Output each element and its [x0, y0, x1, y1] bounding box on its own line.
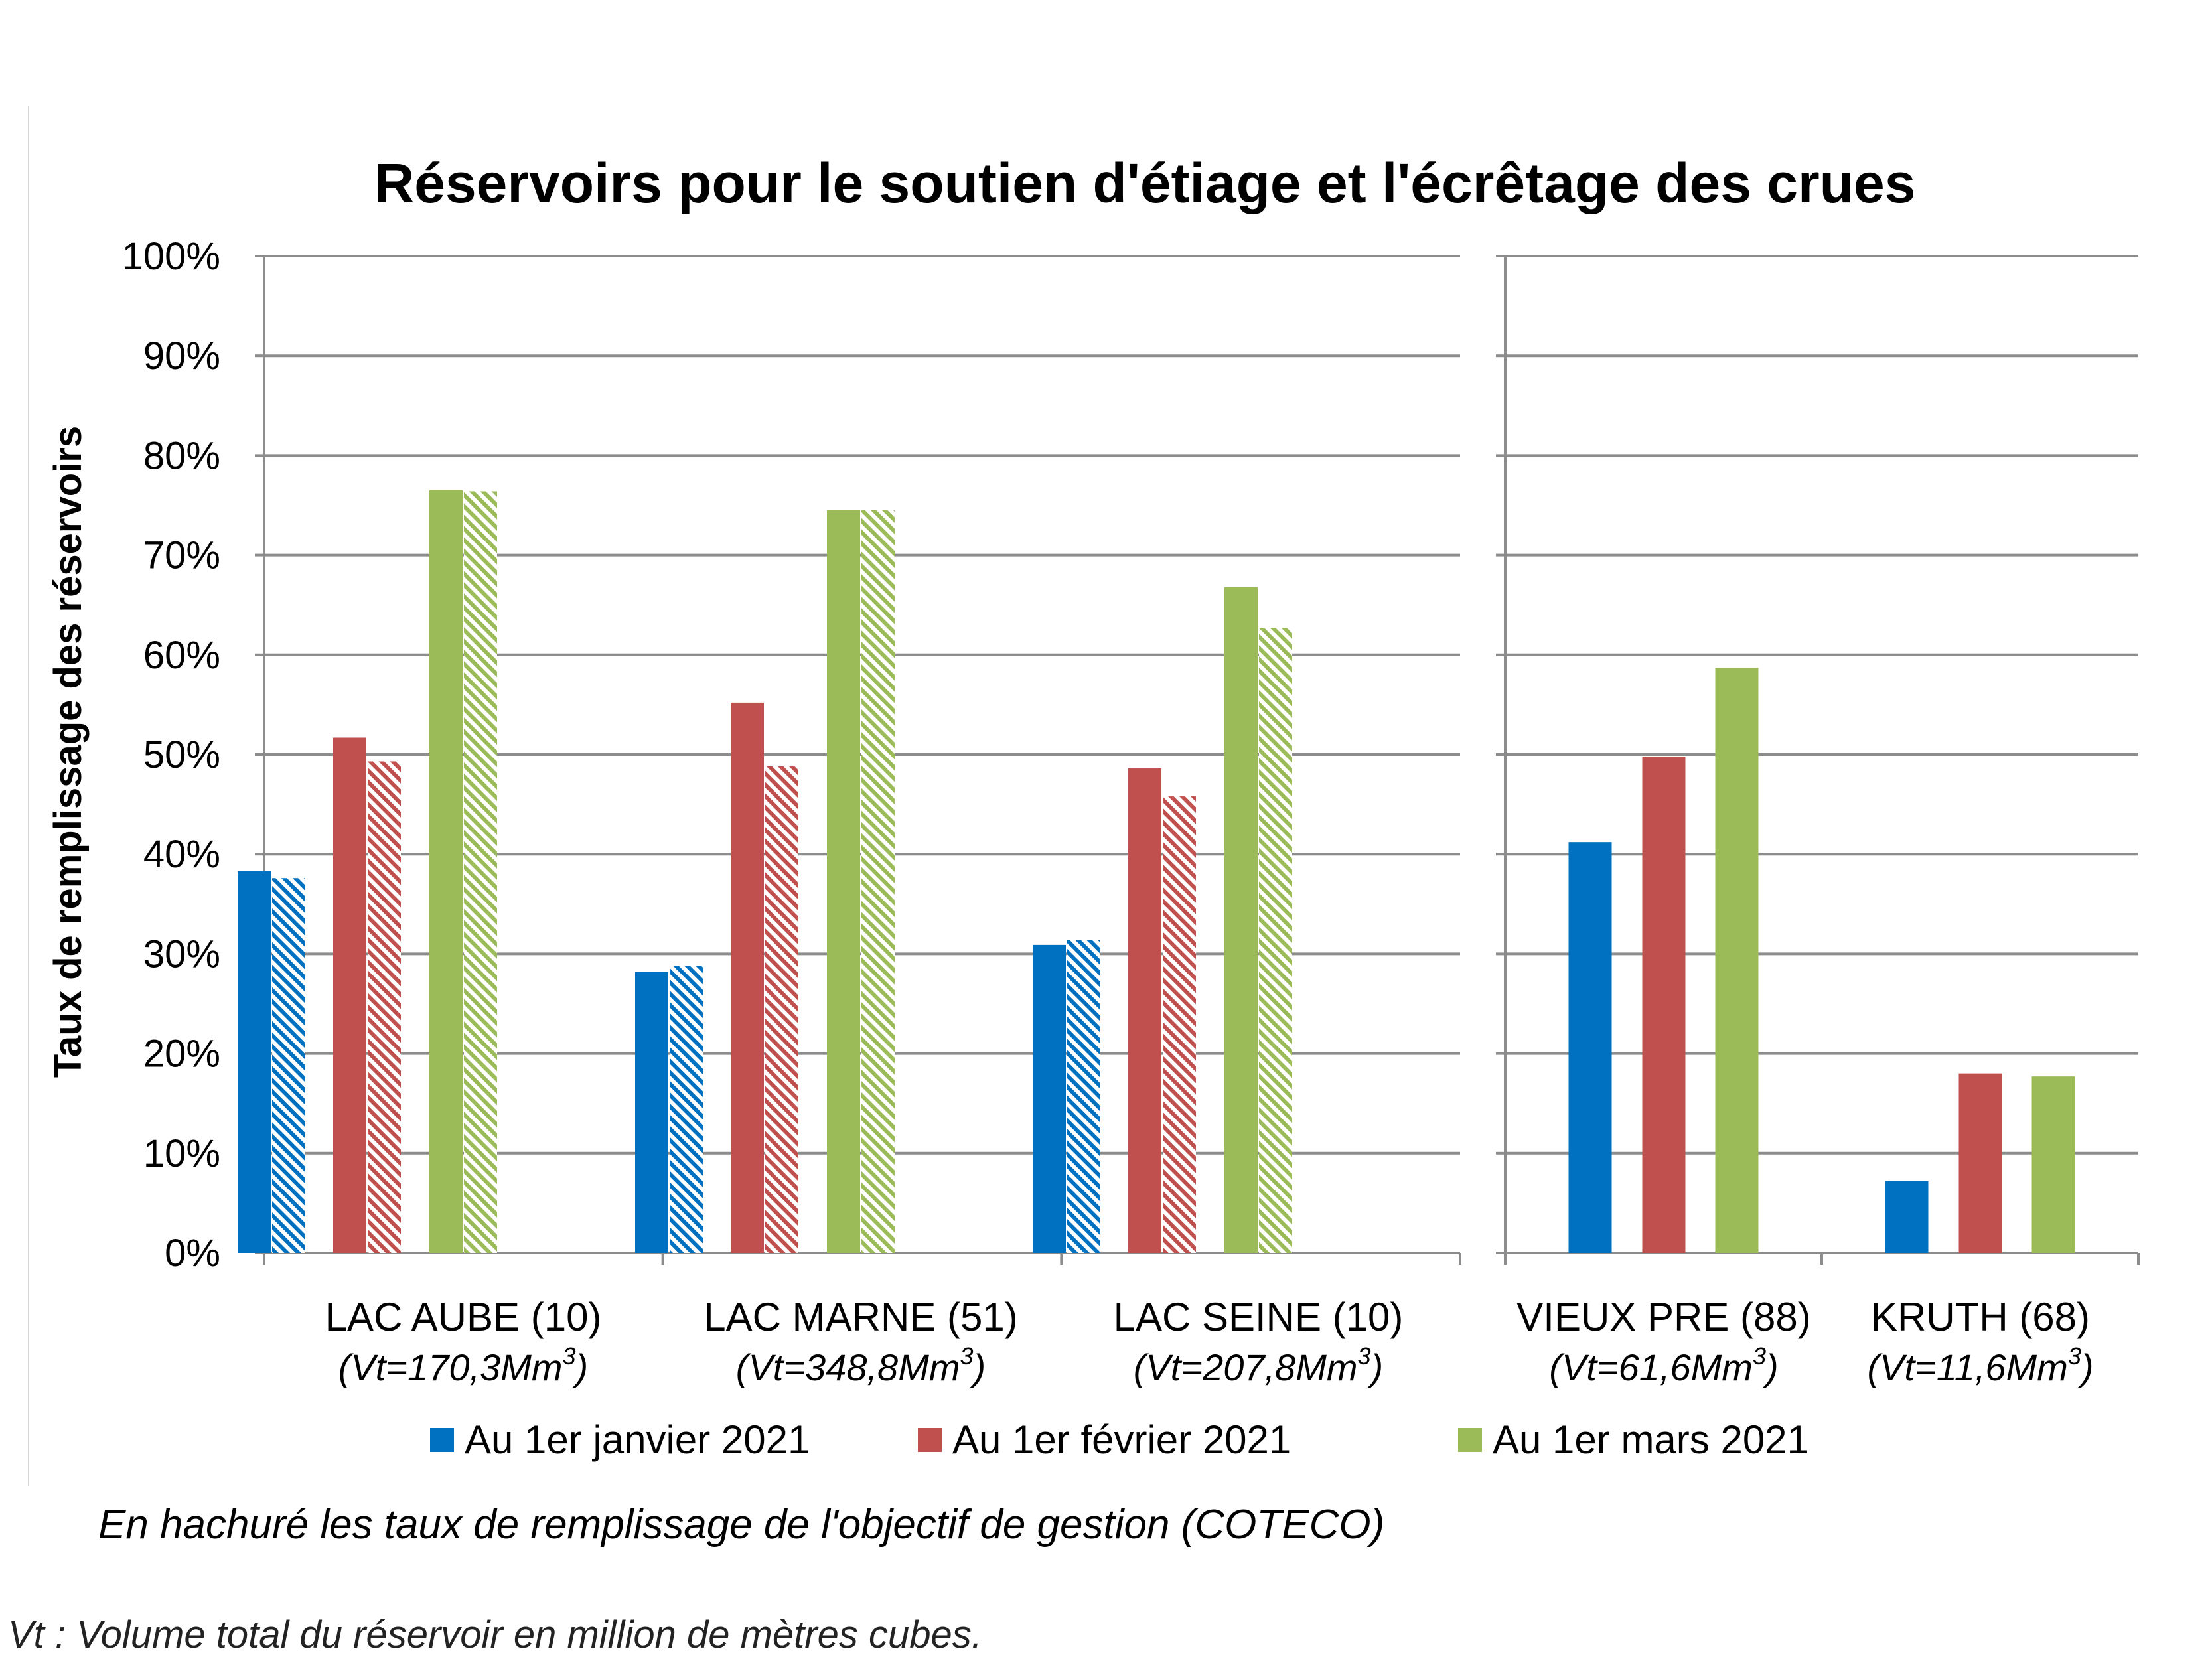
- y-tick-label: 30%: [143, 932, 220, 975]
- y-tick-label: 50%: [143, 733, 220, 776]
- y-tick-label: 10%: [143, 1132, 220, 1175]
- bar-mars: [1224, 587, 1258, 1253]
- target-bar-mars: [861, 510, 895, 1253]
- bar-fevrier: [1642, 757, 1686, 1253]
- target-bar-fevrier: [765, 766, 798, 1253]
- target-bar-mars: [464, 491, 497, 1254]
- bar-mars: [429, 490, 463, 1253]
- bar-fevrier: [731, 702, 764, 1253]
- category-label: LAC SEINE (10): [1114, 1295, 1404, 1339]
- category-label: VIEUX PRE (88): [1516, 1295, 1810, 1339]
- y-tick-label: 80%: [143, 434, 220, 477]
- y-tick-label: 20%: [143, 1033, 220, 1076]
- hatch-note: En hachuré les taux de remplissage de l'…: [98, 1502, 1384, 1548]
- y-tick-label: 40%: [143, 833, 220, 876]
- bar-janvier: [238, 871, 271, 1253]
- y-tick-label: 0%: [165, 1232, 220, 1275]
- category-volume-label: (Vt=170,3Mm3): [338, 1342, 588, 1388]
- target-bar-fevrier: [368, 761, 401, 1253]
- bar-janvier: [1568, 842, 1612, 1253]
- axes: [255, 255, 2140, 1265]
- bar-mars: [1715, 668, 1759, 1253]
- y-axis-label: Taux de remplissage des réservoirs: [46, 426, 90, 1078]
- legend-label: Au 1er mars 2021: [1493, 1417, 1809, 1462]
- y-tick-label: 90%: [143, 334, 220, 378]
- y-tick-labels: 0% 10% 20% 30% 40% 50% 60% 70% 80% 90% 100%: [122, 235, 220, 1275]
- bar-fevrier: [333, 737, 366, 1253]
- legend-swatch: [430, 1428, 454, 1452]
- footnote: Vt : Volume total du réservoir en millio…: [8, 1613, 982, 1656]
- legend-swatch: [918, 1428, 942, 1452]
- legend-label: Au 1er février 2021: [952, 1417, 1291, 1462]
- bar-mars: [2031, 1076, 2075, 1253]
- category-volume-label: (Vt=11,6Mm3): [1867, 1342, 2093, 1388]
- bar-janvier: [1033, 944, 1066, 1253]
- category-labels: LAC AUBE (10)(Vt=170,3Mm3) LAC MARNE (51)…: [325, 1295, 2094, 1388]
- category-volume-label: (Vt=348,8Mm3): [736, 1342, 986, 1388]
- bars: [238, 490, 2075, 1254]
- grid-lines: [264, 255, 2138, 1155]
- y-tick-label: 100%: [122, 235, 220, 278]
- target-bar-janvier: [670, 966, 703, 1253]
- category-volume-label: (Vt=61,6Mm3): [1549, 1342, 1778, 1388]
- target-bar-janvier: [272, 878, 305, 1253]
- target-bar-mars: [1259, 628, 1292, 1253]
- target-bar-fevrier: [1163, 796, 1196, 1253]
- category-label: LAC MARNE (51): [703, 1295, 1017, 1339]
- legend: Au 1er janvier 2021 Au 1er février 2021 Au…: [430, 1417, 1809, 1462]
- bar-janvier: [1885, 1181, 1929, 1253]
- category-label: KRUTH (68): [1871, 1295, 2090, 1339]
- bar-fevrier: [1958, 1073, 2002, 1253]
- bar-mars: [827, 510, 860, 1253]
- bar-janvier: [635, 972, 668, 1253]
- target-bar-janvier: [1067, 940, 1100, 1253]
- legend-label: Au 1er janvier 2021: [465, 1417, 810, 1462]
- left-border-line: [28, 106, 29, 1486]
- category-volume-label: (Vt=207,8Mm3): [1134, 1342, 1383, 1388]
- y-tick-label: 60%: [143, 634, 220, 677]
- category-label: LAC AUBE (10): [325, 1295, 602, 1339]
- chart-title: Réservoirs pour le soutien d'étiage et l…: [374, 152, 1916, 214]
- bar-fevrier: [1128, 768, 1161, 1253]
- legend-swatch: [1458, 1428, 1482, 1452]
- y-tick-label: 70%: [143, 534, 220, 577]
